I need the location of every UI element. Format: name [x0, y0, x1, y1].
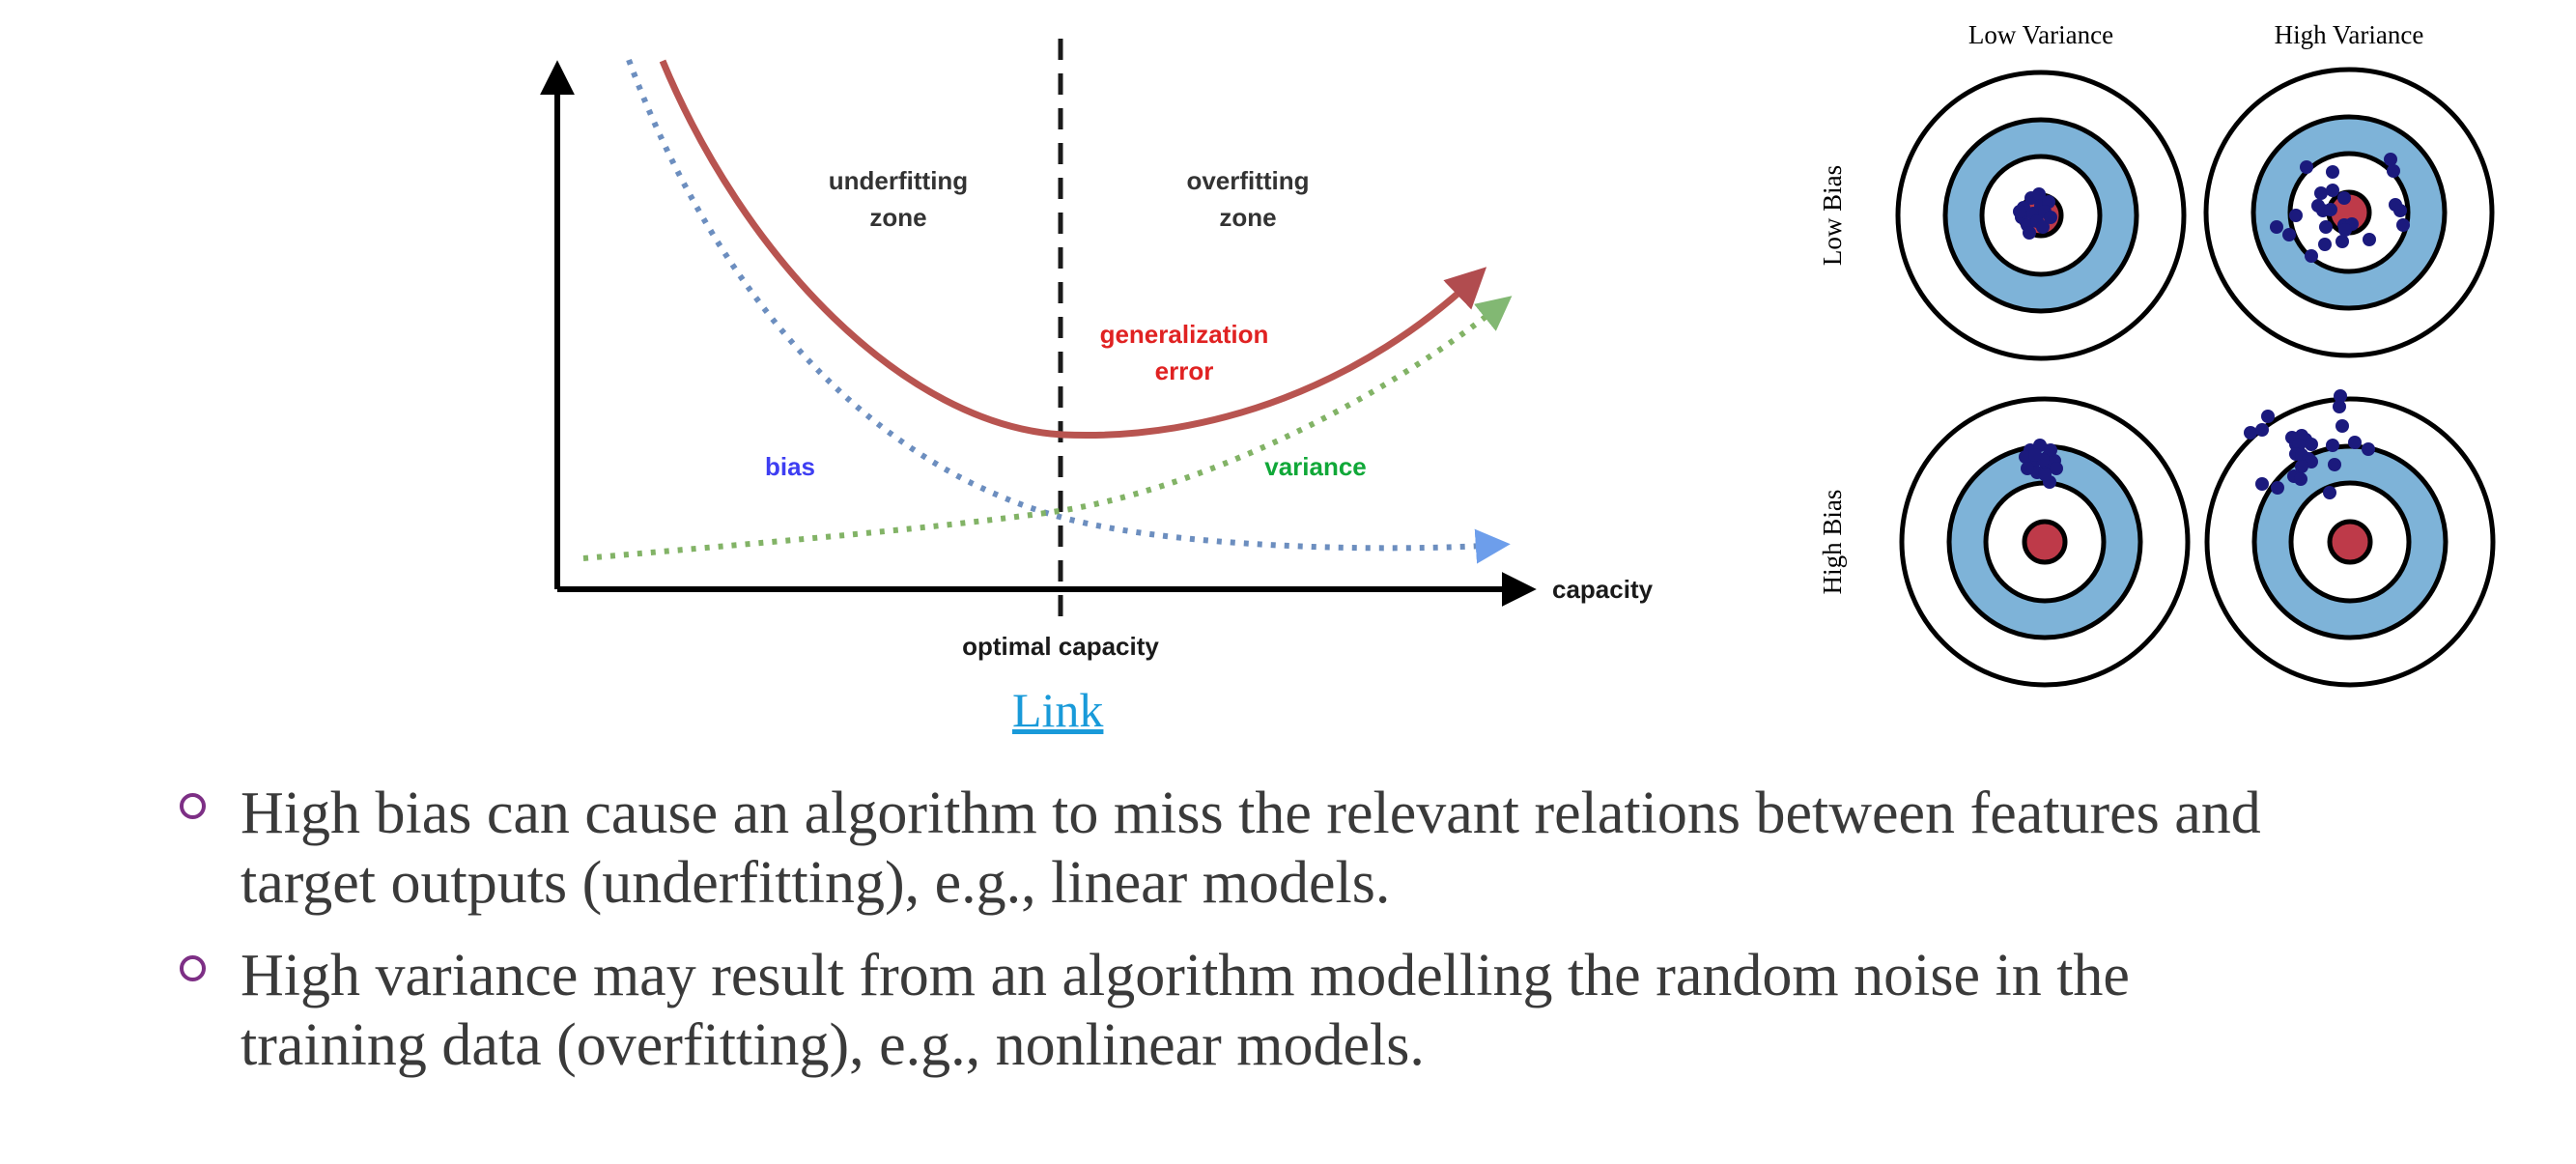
list-item: High bias can cause an algorithm to miss…	[180, 779, 2517, 918]
row-header-high-bias: High Bias	[1818, 490, 1847, 595]
sample-dot	[2044, 443, 2057, 457]
capacity-axis-label: capacity	[1552, 575, 1654, 604]
bullet-text-high-bias: High bias can cause an algorithm to miss…	[241, 779, 2261, 918]
row-header-low-bias: Low Bias	[1818, 165, 1847, 266]
source-link[interactable]: Link	[1012, 683, 1104, 737]
sample-dot	[2314, 186, 2328, 200]
sample-dot	[2270, 220, 2283, 234]
underfitting-zone-label-line2: zone	[869, 203, 926, 232]
sample-dot	[2348, 436, 2362, 449]
sample-dot	[2261, 410, 2275, 423]
sample-dot	[2337, 191, 2351, 205]
sample-dot	[2319, 220, 2333, 234]
generalization-error-label-line2: error	[1155, 356, 1214, 385]
target-low-bias-low-variance	[1895, 70, 2187, 361]
sample-dot	[2013, 205, 2026, 218]
sample-dot	[2255, 423, 2269, 437]
sample-dot	[2255, 477, 2269, 491]
target-grid-svg: Low Variance High Variance Low Bias High…	[1818, 20, 2496, 688]
sample-dot	[2289, 209, 2303, 222]
sample-dot	[2271, 481, 2284, 495]
target-high-bias-low-variance	[1899, 396, 2191, 688]
bullet-line: High variance may result from an algorit…	[241, 943, 2130, 1008]
overfitting-zone-label-line2: zone	[1219, 203, 1276, 232]
sample-dot	[2282, 228, 2296, 241]
variance-label: variance	[1264, 452, 1367, 481]
sample-dot	[2324, 203, 2337, 216]
target-low-bias-high-variance	[2203, 67, 2495, 358]
column-header-high-variance: High Variance	[2275, 20, 2424, 49]
sample-dot	[2326, 165, 2339, 179]
sample-dot	[2387, 164, 2400, 178]
underfitting-zone-label: underfitting	[829, 166, 968, 195]
bias-curve	[626, 58, 1511, 564]
sample-dot	[2038, 468, 2052, 481]
sample-dot	[2326, 184, 2339, 197]
sample-dot	[2335, 419, 2349, 433]
sample-dot	[2295, 460, 2308, 473]
bias-label: bias	[765, 452, 815, 481]
sample-dot	[2384, 153, 2397, 166]
sample-dot	[2326, 439, 2339, 452]
sample-dot	[2023, 226, 2036, 240]
overfitting-zone-label: overfitting	[1186, 166, 1309, 195]
bullet-line: High bias can cause an algorithm to miss…	[241, 781, 2261, 846]
sample-dot	[2305, 249, 2318, 263]
target-ring	[2327, 519, 2373, 565]
optimal-capacity-label: optimal capacity	[962, 632, 1159, 661]
bullet-line: target outputs (underfitting), e.g., lin…	[241, 850, 1391, 916]
target-high-bias-high-variance	[2204, 389, 2496, 688]
list-item: High variance may result from an algorit…	[180, 941, 2517, 1080]
sample-dot	[2244, 426, 2257, 440]
sample-dot	[2305, 438, 2318, 451]
bullet-line: training data (overfitting), e.g., nonli…	[241, 1012, 1425, 1078]
bullet-circle-icon	[180, 793, 206, 819]
sample-dot	[2300, 160, 2313, 174]
target-ring	[2022, 519, 2068, 565]
sample-dot	[2363, 233, 2376, 246]
sample-dot	[2021, 462, 2034, 475]
sample-dot	[2362, 442, 2375, 456]
sample-dot	[2323, 486, 2336, 499]
sample-dot	[2393, 204, 2407, 217]
sample-dot	[2318, 238, 2332, 251]
sample-dot	[2036, 220, 2050, 234]
sample-dot	[2396, 218, 2410, 232]
sample-dot	[2028, 448, 2042, 462]
sample-dot	[2044, 211, 2057, 224]
sample-dot	[2338, 223, 2352, 237]
sample-dot	[2328, 458, 2341, 471]
sample-dot	[2294, 472, 2307, 486]
sample-dot	[2335, 235, 2349, 248]
bias-variance-capacity-chart: underfitting zone overfitting zone gener…	[540, 39, 1654, 661]
bullet-text-high-variance: High variance may result from an algorit…	[241, 941, 2130, 1080]
generalization-error-label: generalization	[1100, 320, 1269, 349]
bullet-circle-icon	[180, 955, 206, 981]
generalization-error-curve	[659, 59, 1487, 440]
column-header-low-variance: Low Variance	[1968, 20, 2113, 49]
sample-dot	[2032, 187, 2046, 201]
bullet-list: High bias can cause an algorithm to miss…	[180, 779, 2517, 1080]
sample-dot	[2334, 389, 2347, 403]
sample-dot	[2333, 400, 2346, 413]
sample-dot	[2050, 462, 2063, 475]
